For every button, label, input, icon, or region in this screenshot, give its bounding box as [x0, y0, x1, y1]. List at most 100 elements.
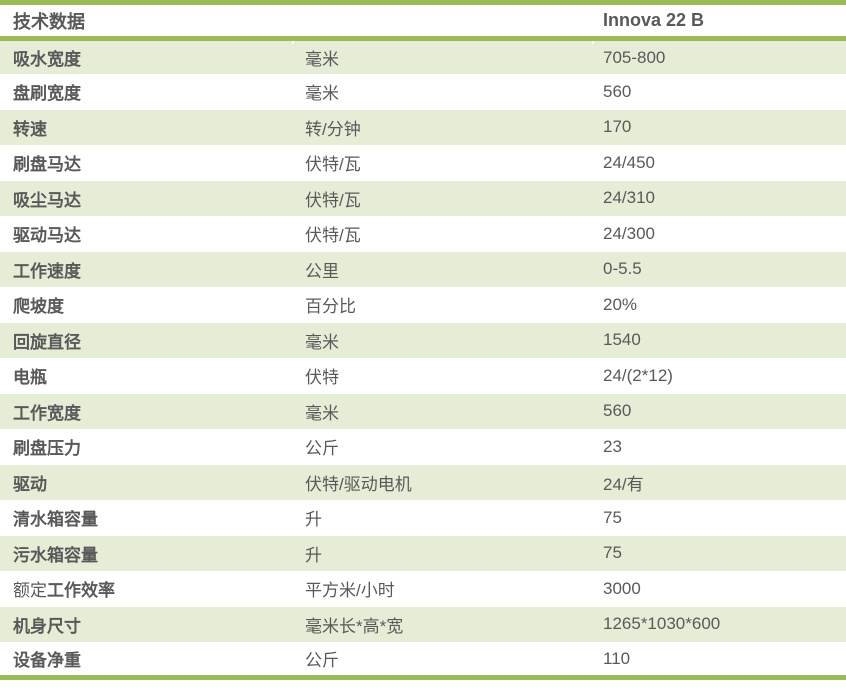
spec-value-cell: 110 [593, 642, 846, 678]
spec-unit-cell: 伏特/瓦 [293, 216, 593, 252]
spec-value-cell: 3000 [593, 571, 846, 607]
spec-unit-cell: 毫米 [293, 393, 593, 429]
header-unit-column [293, 2, 593, 41]
spec-label-cell: 刷盘压力 [0, 429, 293, 465]
spec-label-cell: 吸尘马达 [0, 180, 293, 216]
spec-label: 盘刷宽度 [13, 84, 81, 104]
spec-label: 刷盘马达 [13, 155, 81, 175]
spec-label-cell: 额定工作效率 [0, 571, 293, 607]
spec-label: 驱动 [13, 474, 47, 494]
spec-value-cell: 560 [593, 393, 846, 429]
table-row: 清水箱容量 升 75 [0, 500, 846, 536]
spec-unit-cell: 升 [293, 500, 593, 536]
table-row: 爬坡度 百分比 20% [0, 287, 846, 323]
spec-label: 爬坡度 [13, 297, 64, 317]
spec-value-cell: 705-800 [593, 38, 846, 74]
spec-label: 污水箱容量 [13, 545, 98, 565]
table-row: 机身尺寸 毫米长*高*宽 1265*1030*600 [0, 606, 846, 642]
spec-label-cell: 驱动马达 [0, 216, 293, 252]
spec-value-cell: 24/310 [593, 180, 846, 216]
table-row: 吸水宽度 毫米 705-800 [0, 38, 846, 74]
spec-label: 吸水宽度 [13, 50, 81, 69]
spec-value-cell: 23 [593, 429, 846, 465]
spec-unit-cell: 公里 [293, 251, 593, 287]
spec-value-cell: 0-5.5 [593, 251, 846, 287]
spec-unit-cell: 平方米/小时 [293, 571, 593, 607]
table-row: 工作速度 公里 0-5.5 [0, 251, 846, 287]
spec-label: 机身尺寸 [13, 616, 81, 636]
spec-label: 回旋直径 [13, 332, 81, 352]
table-header: 技术数据 Innova 22 B [0, 2, 846, 41]
spec-label: 工作宽度 [13, 403, 81, 423]
spec-label-cell: 设备净重 [0, 642, 293, 678]
spec-label-cell: 回旋直径 [0, 322, 293, 358]
spec-unit-cell: 毫米 [293, 38, 593, 74]
spec-label-cell: 爬坡度 [0, 287, 293, 323]
column-divider-tick [592, 41, 594, 44]
spec-value-cell: 560 [593, 74, 846, 110]
table-row: 回旋直径 毫米 1540 [0, 322, 846, 358]
spec-value-cell: 170 [593, 109, 846, 145]
spec-value-cell: 24/有 [593, 464, 846, 500]
header-model-name: Innova 22 B [593, 2, 846, 41]
spec-unit-cell: 伏特/驱动电机 [293, 464, 593, 500]
spec-value-cell: 1265*1030*600 [593, 606, 846, 642]
spec-value-cell: 1540 [593, 322, 846, 358]
spec-label: 刷盘压力 [13, 439, 81, 459]
table-row: 吸尘马达 伏特/瓦 24/310 [0, 180, 846, 216]
table-row: 额定工作效率 平方米/小时 3000 [0, 571, 846, 607]
technical-data-table: 技术数据 Innova 22 B 吸水宽度 毫米 705-800 盘刷宽度 毫米… [0, 0, 846, 680]
spec-label-cell: 工作宽度 [0, 393, 293, 429]
spec-label: 转速 [13, 119, 47, 139]
spec-value-cell: 20% [593, 287, 846, 323]
table-row: 设备净重 公斤 110 [0, 642, 846, 678]
spec-unit-cell: 升 [293, 535, 593, 571]
spec-label: 设备净重 [13, 651, 81, 670]
table-row: 驱动 伏特/驱动电机 24/有 [0, 464, 846, 500]
spec-unit-cell: 公斤 [293, 642, 593, 678]
spec-label: 吸尘马达 [13, 190, 81, 210]
table-row: 工作宽度 毫米 560 [0, 393, 846, 429]
spec-unit-cell: 转/分钟 [293, 109, 593, 145]
column-divider-tick [292, 41, 294, 44]
spec-value-cell: 75 [593, 500, 846, 536]
spec-label-cell: 工作速度 [0, 251, 293, 287]
spec-label-cell: 驱动 [0, 464, 293, 500]
spec-label: 电瓶 [13, 368, 47, 388]
spec-label-cell: 刷盘马达 [0, 145, 293, 181]
spec-value-cell: 24/450 [593, 145, 846, 181]
spec-value-cell: 24/(2*12) [593, 358, 846, 394]
spec-table-body: 吸水宽度 毫米 705-800 盘刷宽度 毫米 560 转速 转/分钟 170 … [0, 38, 846, 678]
spec-label-cell: 电瓶 [0, 358, 293, 394]
spec-value-cell: 75 [593, 535, 846, 571]
header-row: 技术数据 Innova 22 B [0, 2, 846, 41]
spec-unit-cell: 伏特/瓦 [293, 180, 593, 216]
table-row: 驱动马达 伏特/瓦 24/300 [0, 216, 846, 252]
spec-unit-cell: 公斤 [293, 429, 593, 465]
header-title: 技术数据 [0, 2, 293, 41]
spec-label-cell: 机身尺寸 [0, 606, 293, 642]
spec-unit-cell: 毫米 [293, 322, 593, 358]
spec-label: 工作效率 [47, 581, 115, 601]
spec-label-cell: 吸水宽度 [0, 38, 293, 74]
table-row: 电瓶 伏特 24/(2*12) [0, 358, 846, 394]
spec-label: 驱动马达 [13, 226, 81, 246]
spec-value-cell: 24/300 [593, 216, 846, 252]
spec-unit-cell: 伏特 [293, 358, 593, 394]
table-row: 转速 转/分钟 170 [0, 109, 846, 145]
spec-label: 清水箱容量 [13, 510, 98, 530]
spec-label: 工作速度 [13, 261, 81, 281]
spec-label-cell: 污水箱容量 [0, 535, 293, 571]
spec-unit-cell: 百分比 [293, 287, 593, 323]
table-row: 刷盘压力 公斤 23 [0, 429, 846, 465]
spec-unit-cell: 伏特/瓦 [293, 145, 593, 181]
spec-unit-cell: 毫米 [293, 74, 593, 110]
spec-label-cell: 转速 [0, 109, 293, 145]
table-row: 刷盘马达 伏特/瓦 24/450 [0, 145, 846, 181]
table-row: 盘刷宽度 毫米 560 [0, 74, 846, 110]
table-row: 污水箱容量 升 75 [0, 535, 846, 571]
spec-label-cell: 清水箱容量 [0, 500, 293, 536]
spec-label-cell: 盘刷宽度 [0, 74, 293, 110]
spec-unit-cell: 毫米长*高*宽 [293, 606, 593, 642]
